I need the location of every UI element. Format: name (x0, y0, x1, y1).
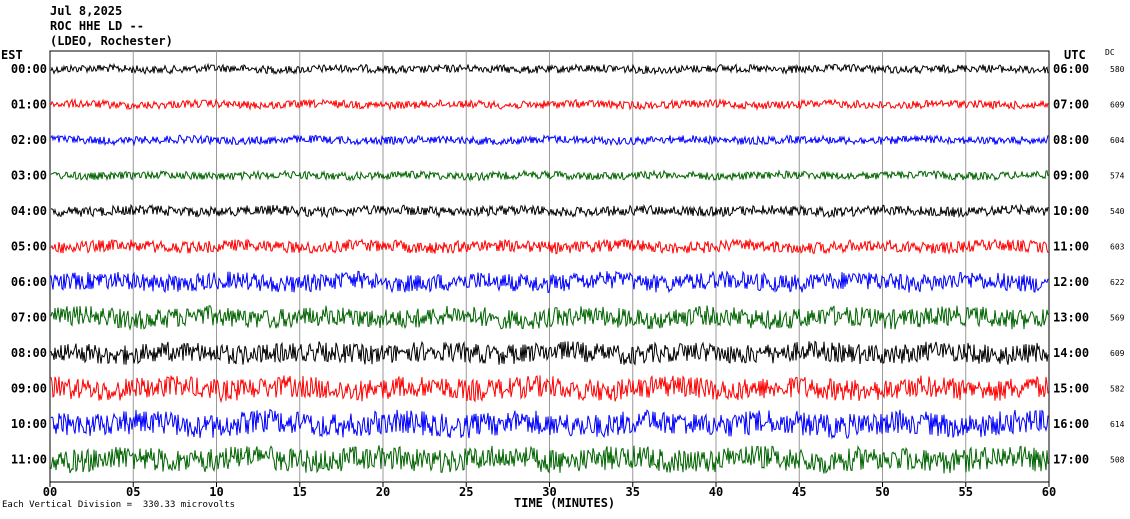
seismic-trace (50, 340, 1049, 366)
row-dc-value: 582 (1110, 385, 1125, 394)
row-label-left: 03:00 (11, 169, 47, 183)
row-label-right: 08:00 (1053, 133, 1089, 147)
x-tick-label: 10 (209, 485, 223, 499)
row-label-right: 17:00 (1053, 453, 1089, 467)
x-tick-label: 25 (459, 485, 473, 499)
seismic-trace (50, 62, 1049, 76)
row-label-left: 00:00 (11, 62, 47, 76)
row-label-right: 15:00 (1053, 382, 1089, 396)
row-label-left: 11:00 (11, 453, 47, 467)
row-dc-value: 603 (1110, 243, 1125, 252)
header-network: (LDEO, Rochester) (50, 34, 173, 48)
row-dc-value: 540 (1110, 207, 1125, 216)
row-label-right: 09:00 (1053, 169, 1089, 183)
row-dc-value: 614 (1110, 420, 1125, 429)
x-tick-label: 30 (542, 485, 556, 499)
row-label-right: 16:00 (1053, 417, 1089, 431)
x-tick-label: 00 (43, 485, 57, 499)
row-label-right: 10:00 (1053, 204, 1089, 218)
x-axis-label: TIME (MINUTES) (514, 496, 616, 510)
row-dc-value: 580 (1110, 65, 1125, 74)
seismic-trace (50, 444, 1049, 474)
row-label-left: 09:00 (11, 382, 47, 396)
row-label-left: 08:00 (11, 346, 47, 360)
right-timezone: UTC (1064, 48, 1086, 62)
seismic-trace (50, 305, 1049, 331)
x-tick-label: 55 (959, 485, 973, 499)
x-tick-label: 05 (126, 485, 140, 499)
left-timezone: EST (1, 48, 23, 62)
seismic-trace (50, 134, 1049, 147)
row-label-left: 07:00 (11, 311, 47, 325)
row-label-left: 04:00 (11, 204, 47, 218)
x-tick-label: 50 (875, 485, 889, 499)
seismic-trace (50, 98, 1049, 111)
row-dc-value: 604 (1110, 136, 1125, 145)
footer-scale-note: Each Vertical Division = 330.33 microvol… (2, 500, 235, 510)
row-label-left: 05:00 (11, 240, 47, 254)
row-dc-value: 574 (1110, 172, 1125, 181)
row-label-right: 07:00 (1053, 98, 1089, 112)
row-dc-value: 622 (1110, 278, 1125, 287)
seismic-trace (50, 270, 1049, 294)
seismic-trace (50, 374, 1049, 404)
seismic-trace (50, 408, 1049, 440)
seismic-trace (50, 238, 1049, 256)
row-label-right: 13:00 (1053, 311, 1089, 325)
row-dc-value: 609 (1110, 101, 1125, 110)
x-tick-label: 45 (792, 485, 806, 499)
header-station: ROC HHE LD -- (50, 19, 144, 33)
row-label-right: 12:00 (1053, 275, 1089, 289)
row-label-right: 06:00 (1053, 62, 1089, 76)
x-tick-label: 60 (1042, 485, 1056, 499)
row-label-left: 10:00 (11, 417, 47, 431)
row-dc-value: 508 (1110, 456, 1125, 465)
seismic-trace (50, 169, 1049, 182)
x-tick-label: 40 (709, 485, 723, 499)
dc-header: DC (1105, 48, 1115, 57)
header-date: Jul 8,2025 (50, 4, 123, 18)
row-dc-value: 609 (1110, 349, 1125, 358)
x-tick-label: 35 (626, 485, 640, 499)
seismic-trace (50, 203, 1049, 219)
row-label-left: 02:00 (11, 133, 47, 147)
x-tick-label: 15 (293, 485, 307, 499)
row-label-left: 01:00 (11, 98, 47, 112)
row-label-left: 06:00 (11, 275, 47, 289)
x-tick-label: 20 (376, 485, 390, 499)
row-label-right: 11:00 (1053, 240, 1089, 254)
row-dc-value: 569 (1110, 314, 1125, 323)
row-label-right: 14:00 (1053, 346, 1089, 360)
